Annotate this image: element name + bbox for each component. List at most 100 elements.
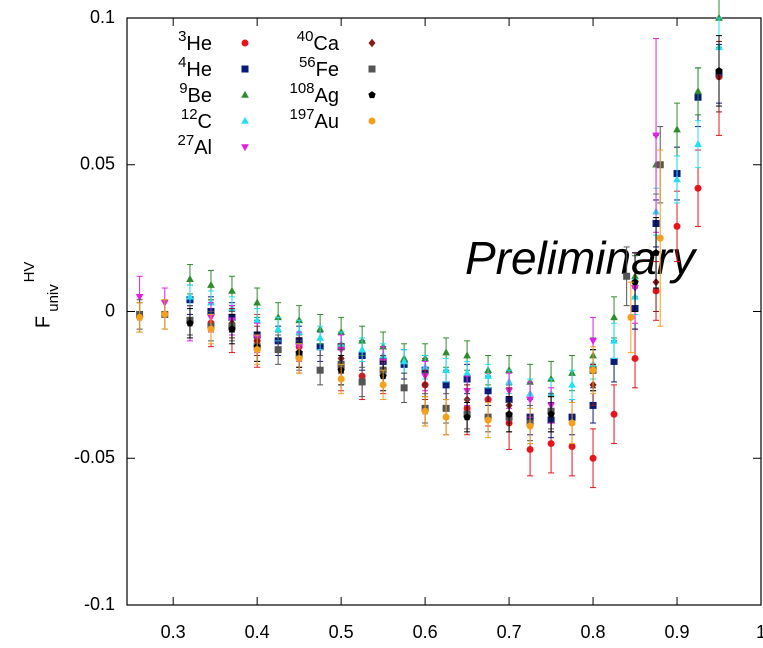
data-point [610,313,618,321]
data-point [715,66,723,74]
data-point [568,419,576,427]
y-axis-label-sup: HV [21,262,38,283]
data-point [589,366,597,374]
data-point [207,298,215,306]
data-point [186,275,194,283]
legend-mass-number: 40 [297,28,314,45]
data-point [295,316,303,324]
data-point [568,380,576,388]
data-point [656,234,664,242]
data-point [610,410,618,418]
legend-label: 12C [181,106,212,133]
data-point [631,278,639,286]
legend-label: 3He [178,28,212,55]
legend-label: 9Be [179,80,212,107]
data-point [207,325,215,333]
data-point [207,280,215,288]
data-point [442,413,450,421]
x-tick-label: 0.3 [161,622,186,642]
data-point [400,384,408,392]
legend-marker [241,39,249,47]
data-point [694,140,702,148]
data-point [253,346,261,354]
data-point [442,381,450,389]
data-point [135,294,144,302]
legend-label: 197Au [290,106,340,133]
data-point [400,357,408,365]
x-tick-label: 0.6 [413,622,438,642]
y-axis-label: F [32,316,54,328]
data-point [186,292,194,300]
legend-mass-number: 3 [178,28,186,45]
data-point [463,351,471,359]
legend-marker [241,65,249,73]
data-point [484,416,492,424]
data-point [627,313,635,321]
data-point [421,407,429,415]
legend-marker [241,144,249,152]
data-point [589,338,597,346]
data-point [161,310,169,318]
data-point [274,313,283,321]
x-tick-label: 0.8 [581,622,606,642]
x-tick-label: 0.9 [665,622,690,642]
y-tick-label: 0 [105,300,115,320]
y-tick-label: 0.1 [90,7,115,27]
data-point [274,324,283,332]
data-point [526,445,534,453]
data-point [547,440,555,448]
data-point [136,313,144,321]
data-point [610,357,618,365]
legend-name: Fe [316,59,339,81]
data-point [631,354,639,362]
legend-name: Be [188,85,212,107]
data-point [526,422,534,430]
data-point [463,413,471,421]
data-point [463,368,471,376]
data-point [379,381,387,389]
data-point [623,272,631,280]
legend-name: He [186,33,212,55]
data-point [505,366,513,373]
data-point [673,125,681,133]
data-point [253,316,262,324]
x-tick-label: 0.5 [329,622,354,642]
data-point [337,375,345,383]
data-point [295,327,303,335]
legend-marker [368,65,376,73]
data-point [186,319,194,327]
plot-frame [126,17,762,606]
legend-mass-number: 197 [290,106,315,123]
data-point [673,222,681,230]
legend-marker [368,38,376,48]
legend-name: Ca [313,33,339,55]
y-tick-label: -0.1 [84,594,115,614]
data-point [505,410,513,418]
data-point [253,298,262,306]
legend-mass-number: 27 [178,132,195,149]
data-point [228,325,236,333]
legend-name: Al [194,137,212,159]
legend-marker [368,117,376,125]
y-axis-label-sub: univ [45,284,62,312]
y-tick-label: -0.05 [74,447,115,467]
legend-mass-number: 4 [178,54,186,71]
legend-mass-number: 108 [290,80,315,97]
data-point [652,248,660,256]
legend-label: 56Fe [299,54,339,81]
x-tick-label: 0.4 [245,622,270,642]
data-point [337,327,345,335]
legend-label: 40Ca [297,28,340,55]
data-point [568,443,576,451]
data-point [295,354,303,362]
data-point [316,333,324,341]
data-point [610,336,618,344]
legend-mass-number: 12 [181,106,198,123]
legend-mass-number: 9 [179,80,187,97]
legend-mass-number: 56 [299,54,316,71]
data-point [358,378,366,386]
data-point [358,345,366,353]
x-tick-label: 1 [756,622,763,642]
y-tick-label: 0.05 [80,154,115,174]
